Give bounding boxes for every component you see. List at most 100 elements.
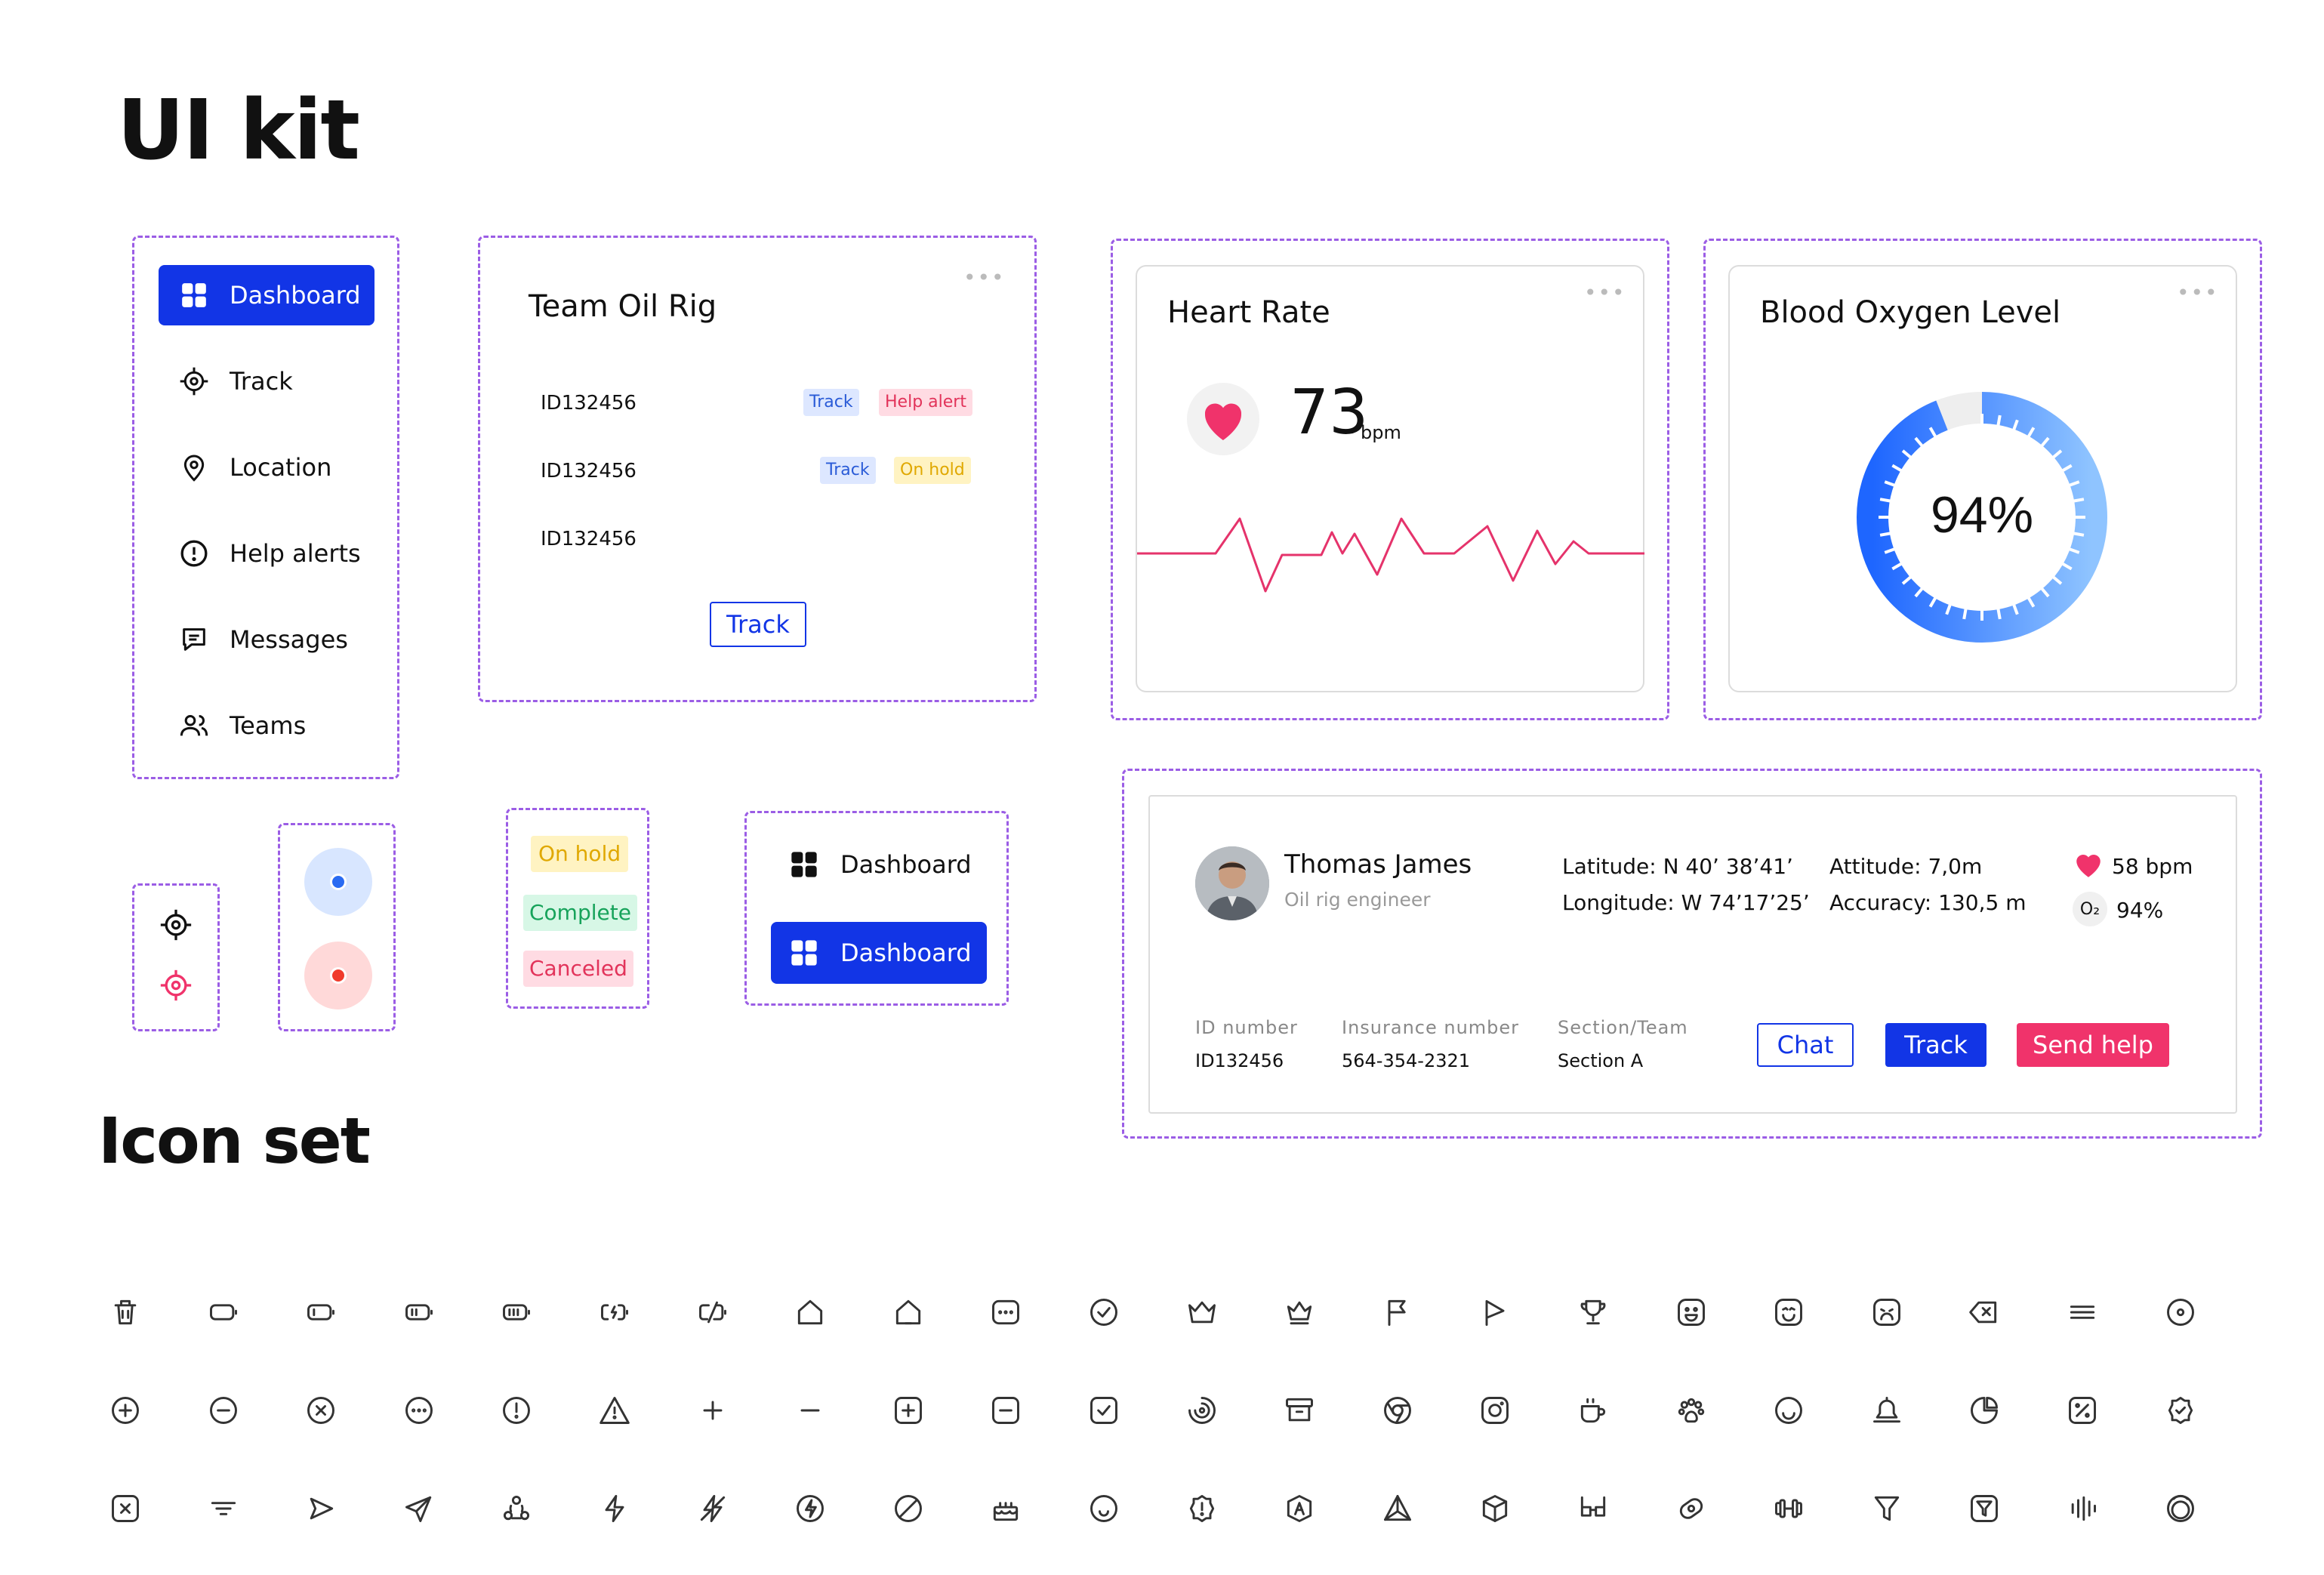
- person-card: Thomas James Oil rig engineer Latitude: …: [1148, 795, 2237, 1114]
- heart-icon: [2073, 849, 2104, 881]
- sidebar-item-dashboard[interactable]: Dashboard: [159, 265, 374, 325]
- id-value: ID132456: [1195, 1050, 1284, 1071]
- sidebar-item-label: Messages: [230, 625, 348, 654]
- team-card-title: Team Oil Rig: [529, 289, 717, 324]
- markers-frame: [278, 823, 396, 1031]
- sad-face-icon: [1870, 1296, 1903, 1329]
- share-nodes-icon: [500, 1492, 533, 1525]
- chat-dots-icon: [989, 1296, 1022, 1329]
- smile-outline-icon: [1087, 1492, 1120, 1525]
- latitude: Latitude: N 40’ 38’41’: [1562, 854, 1793, 879]
- paw-icon: [1675, 1394, 1708, 1427]
- sidebar-item-location[interactable]: Location: [159, 437, 374, 498]
- complete-tag[interactable]: Complete: [523, 895, 637, 931]
- track-button[interactable]: Track: [710, 602, 806, 647]
- heart-rate-card: ••• Heart Rate 73 bpm: [1136, 265, 1644, 692]
- crown-alt-icon: [1283, 1296, 1316, 1329]
- crosshair-icon[interactable]: [159, 908, 193, 942]
- heart-rate-line: [1137, 517, 1644, 593]
- trophy-icon: [1577, 1296, 1610, 1329]
- cake-icon: [989, 1492, 1022, 1525]
- bolt-off-icon: [696, 1492, 729, 1525]
- location-marker-blue[interactable]: [304, 848, 372, 916]
- minus-circle-icon: [207, 1394, 240, 1427]
- dumbbell-icon: [1772, 1492, 1805, 1525]
- battery-full-icon: [500, 1296, 533, 1329]
- accuracy: Accuracy: 130,5 m: [1829, 890, 2027, 915]
- help-alert-tag[interactable]: Help alert: [879, 389, 972, 416]
- filter-lines-icon: [207, 1492, 240, 1525]
- heart-rate-title: Heart Rate: [1167, 295, 1330, 330]
- sidebar-item-teams[interactable]: Teams: [159, 695, 374, 756]
- plus-square-icon: [892, 1394, 925, 1427]
- sidebar-item-label: Teams: [230, 711, 307, 740]
- warning-icon: [598, 1394, 631, 1427]
- blood-oxygen-card: ••• Blood Oxygen Level 94%: [1728, 265, 2237, 692]
- glasses-icon: [1577, 1492, 1610, 1525]
- minus-icon: [794, 1394, 827, 1427]
- location-marker-red[interactable]: [304, 942, 372, 1009]
- triangle-nodes-icon: [1381, 1492, 1414, 1525]
- heart-rate-unit: bpm: [1361, 422, 1401, 443]
- dashboard-nav-active[interactable]: Dashboard: [771, 922, 987, 984]
- more-icon[interactable]: •••: [1584, 280, 1626, 305]
- sidebar-item-track[interactable]: Track: [159, 351, 374, 411]
- oxygen-card-frame: ••• Blood Oxygen Level 94%: [1703, 239, 2262, 720]
- track-tag[interactable]: Track: [820, 457, 876, 484]
- flag-triangle-icon: [1478, 1296, 1512, 1329]
- team-row-id: ID132456: [541, 460, 636, 482]
- track-tag[interactable]: Track: [803, 389, 859, 416]
- dashboard-label: Dashboard: [840, 939, 972, 967]
- x-square-icon: [109, 1492, 142, 1525]
- smile-face-icon: [1772, 1296, 1805, 1329]
- battery-off-icon: [696, 1296, 729, 1329]
- section-label: Section/Team: [1558, 1017, 1688, 1038]
- sidebar-item-label: Dashboard: [230, 281, 361, 310]
- users-icon: [178, 710, 210, 741]
- team-card-frame: ••• Team Oil Rig ID132456 Track Help ale…: [478, 236, 1037, 702]
- section-value: Section A: [1558, 1050, 1644, 1071]
- message-icon: [178, 624, 210, 655]
- alert-circle-icon: [178, 538, 210, 569]
- funnel-square-icon: [1968, 1492, 2001, 1525]
- team-row-id: ID132456: [541, 392, 636, 415]
- more-icon[interactable]: •••: [963, 265, 1006, 290]
- on-hold-tag[interactable]: On hold: [894, 457, 971, 484]
- more-icon[interactable]: •••: [2177, 280, 2219, 305]
- heart-rate-value: 73: [1290, 377, 1369, 448]
- track-button[interactable]: Track: [1885, 1023, 1986, 1067]
- sidebar-item-label: Track: [230, 367, 293, 396]
- check-square-icon: [1087, 1394, 1120, 1427]
- oxygen-value: 94%: [1931, 486, 2033, 544]
- chat-button[interactable]: Chat: [1757, 1023, 1854, 1067]
- icon-set-title: Icon set: [98, 1104, 371, 1178]
- heart-icon: [1187, 383, 1259, 455]
- status-tags-frame: On hold Complete Canceled: [506, 808, 649, 1009]
- battery-low-icon: [304, 1296, 338, 1329]
- oxygen-small: 94%: [2116, 898, 2164, 923]
- ui-kit-title: UI kit: [117, 82, 360, 178]
- grid-icon: [789, 938, 819, 968]
- sidebar-item-label: Help alerts: [230, 539, 361, 568]
- send-help-button[interactable]: Send help: [2017, 1023, 2169, 1067]
- on-hold-tag[interactable]: On hold: [531, 836, 629, 872]
- bolt-icon: [598, 1492, 631, 1525]
- spinner-icon: [1185, 1394, 1219, 1427]
- badge-a-icon: [1283, 1492, 1316, 1525]
- canceled-tag[interactable]: Canceled: [523, 951, 633, 987]
- grid-icon: [178, 279, 210, 311]
- minus-square-icon: [989, 1394, 1022, 1427]
- sidebar-item-label: Location: [230, 453, 332, 482]
- track-icons-frame: [132, 883, 220, 1031]
- chrome-icon: [1381, 1394, 1414, 1427]
- sidebar-item-messages[interactable]: Messages: [159, 609, 374, 670]
- dashboard-variants-frame: Dashboard Dashboard: [744, 811, 1009, 1006]
- smile-icon: [1772, 1394, 1805, 1427]
- dashboard-label: Dashboard: [840, 850, 972, 879]
- home-alt-icon: [892, 1296, 925, 1329]
- sidebar-item-help-alerts[interactable]: Help alerts: [159, 523, 374, 584]
- pill-icon: [1675, 1492, 1708, 1525]
- crosshair-alert-icon[interactable]: [159, 969, 193, 1002]
- block-icon: [892, 1492, 925, 1525]
- dashboard-nav-default[interactable]: Dashboard: [771, 837, 987, 892]
